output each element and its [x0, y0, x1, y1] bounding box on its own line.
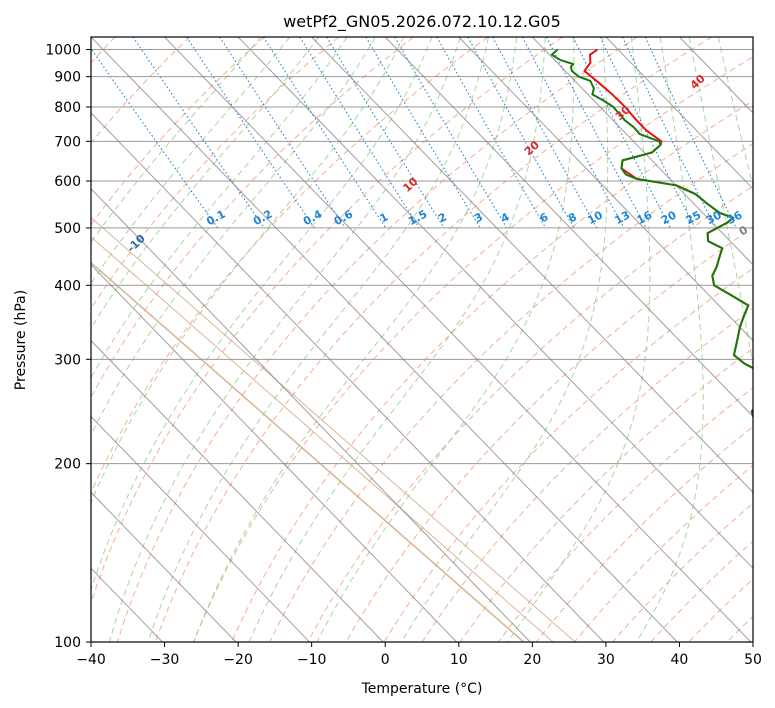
dewpoint-line — [550, 48, 753, 420]
isotherm-line — [91, 339, 384, 642]
y-tick-label: 400 — [54, 278, 81, 294]
mixing-ratio-label: 36 — [725, 208, 745, 227]
dry-adiabat-line — [91, 37, 563, 605]
x-tick-label: −10 — [297, 652, 327, 668]
y-tick-label: 100 — [54, 635, 81, 651]
isotherm-line — [531, 37, 753, 266]
moist-adiabat-line — [91, 37, 433, 592]
plot-area: 0 -100-90-80-70-60-50-40-30-20-101020304… — [91, 37, 753, 642]
mixing-ratio-line — [186, 37, 315, 229]
moist-adiabat-line — [193, 37, 518, 642]
x-tick-label: 30 — [597, 652, 615, 668]
mixing-ratio-label: 16 — [635, 208, 655, 227]
isotherm-gridlines — [91, 37, 753, 642]
moist-adiabat-line — [91, 37, 348, 379]
y-tick-label: 700 — [54, 134, 81, 150]
x-axis-label: Temperature (°C) — [361, 681, 483, 697]
mixing-ratio-label: 30 — [704, 208, 724, 227]
moist-adiabats — [91, 37, 753, 642]
x-axis-ticks: −40 −30 −20 −10 0 10 20 30 40 50 — [76, 642, 762, 668]
y-tick-label: 600 — [54, 174, 81, 190]
y-tick-label: 500 — [54, 221, 81, 237]
moist-adiabat-line — [91, 37, 262, 244]
x-tick-label: 10 — [450, 652, 468, 668]
isotherm-line — [311, 37, 753, 494]
moist-adiabat-line — [688, 37, 753, 369]
y-axis-ticks: 100 200 300 400 500 600 700 800 900 1000 — [45, 43, 91, 651]
isohume-curve — [91, 261, 525, 642]
plot-frame — [90, 36, 754, 643]
moist-adiabat-line — [108, 37, 461, 642]
mixing-ratio-line — [467, 37, 575, 229]
mixing-ratio-line — [132, 37, 265, 229]
x-tick-label: 0 — [381, 652, 390, 668]
x-tick-label: 40 — [671, 652, 689, 668]
dry-adiabat-line — [91, 37, 340, 310]
moist-adiabat-line — [91, 37, 319, 330]
chart-title: wetPf2_GN05.2026.072.10.12.G05 — [283, 12, 561, 32]
isotherm-line — [91, 491, 237, 642]
y-tick-label: 800 — [54, 100, 81, 116]
dry-adiabat-line — [91, 37, 489, 494]
y-axis-label: Pressure (hPa) — [13, 290, 29, 390]
isotherm-line — [458, 37, 753, 342]
x-tick-label: 50 — [744, 652, 762, 668]
mixing-ratio-line — [572, 37, 671, 229]
mixing-ratio-line — [521, 37, 625, 229]
isotherm-line — [91, 188, 531, 642]
y-tick-label: 300 — [54, 352, 81, 368]
moist-adiabat-line — [717, 37, 753, 189]
isotherm-line — [237, 37, 753, 570]
moist-adiabat-line — [316, 37, 575, 642]
isotherm-line — [91, 263, 458, 642]
isohume-curve — [91, 216, 576, 642]
isotherm-line — [164, 37, 752, 642]
moist-adiabat-line — [147, 37, 489, 642]
isotherm-line — [605, 37, 753, 190]
dry-adiabat-line — [345, 226, 753, 642]
dry-adiabat-line — [91, 37, 265, 226]
y-tick-label: 1000 — [45, 43, 81, 59]
isotherm-line — [91, 37, 678, 642]
mixing-ratio-label: 13 — [613, 208, 633, 227]
moist-adiabat-line — [636, 37, 704, 642]
mixing-ratio-line — [263, 37, 387, 229]
dry-adiabat-line — [307, 185, 753, 642]
y-tick-label: 200 — [54, 457, 81, 473]
x-tick-label: 20 — [523, 652, 541, 668]
mixing-ratio-line — [91, 47, 219, 229]
isobar-gridlines — [91, 49, 753, 642]
x-tick-label: −20 — [223, 652, 253, 668]
dry-adiabat-line — [231, 100, 753, 642]
x-tick-label: −40 — [76, 652, 106, 668]
moist-adiabat-line — [248, 37, 546, 642]
mixing-ratio-label: 20 — [659, 208, 679, 227]
isotherm-line — [91, 112, 605, 642]
isotherm-line — [91, 415, 310, 642]
x-tick-label: −30 — [150, 652, 180, 668]
mixing-ratio-label: 25 — [684, 208, 704, 227]
mixing-ratio-line — [219, 37, 346, 229]
mixing-ratio-label: 10 — [585, 208, 605, 227]
moist-adiabat-line — [91, 37, 405, 504]
moist-adiabat-line — [91, 37, 291, 285]
moist-adiabat-line — [400, 37, 609, 642]
dry-adiabat-line — [193, 56, 753, 642]
dry-adiabat-line — [116, 37, 638, 642]
mixing-ratio-line — [326, 37, 445, 229]
moist-adiabat-line — [91, 37, 376, 436]
isotherm-line — [384, 37, 753, 418]
y-tick-label: 900 — [54, 70, 81, 86]
moist-adiabat-line — [507, 37, 651, 642]
